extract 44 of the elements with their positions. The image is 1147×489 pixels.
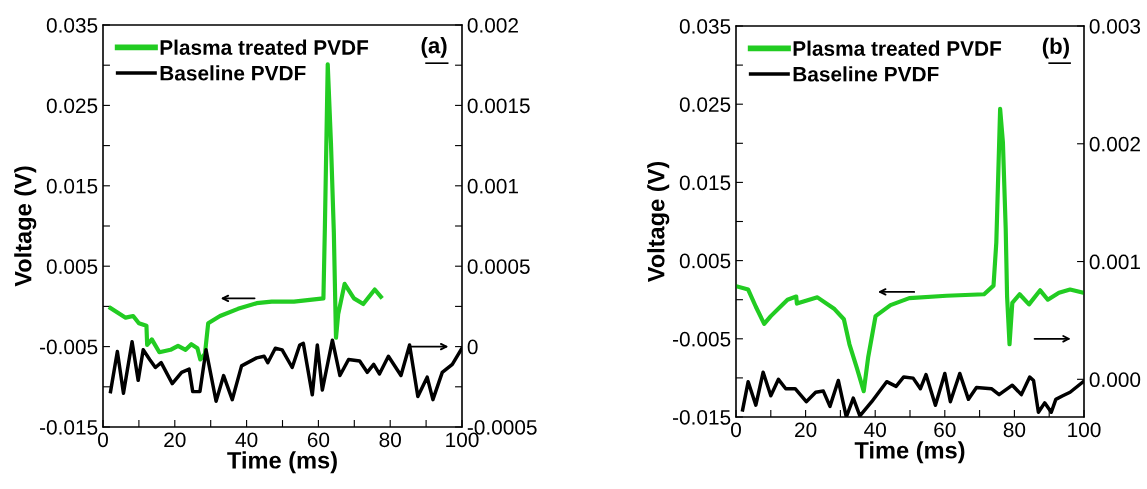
x-tick-label: 40 bbox=[864, 422, 886, 438]
x-axis-title: Time (ms) bbox=[854, 441, 965, 464]
line-series bbox=[108, 62, 383, 362]
y-tick-label: -0.005 bbox=[673, 331, 731, 347]
y2-tick-label: 0.000 bbox=[1089, 372, 1141, 388]
y-tick-label: 0.035 bbox=[679, 19, 731, 34]
y2-tick-label: 0.0015 bbox=[467, 98, 530, 114]
y-tick-label: 0.015 bbox=[679, 175, 731, 191]
x-tick-label: 80 bbox=[379, 432, 401, 448]
legend-label: Plasma treated PVDF bbox=[160, 39, 369, 55]
line-series bbox=[736, 106, 1084, 394]
x-tick-label: 60 bbox=[934, 422, 956, 438]
x-tick-label: 60 bbox=[307, 432, 330, 448]
x-tick-label: 0 bbox=[98, 432, 108, 448]
x-tick-label: 0 bbox=[731, 422, 741, 438]
y2-tick-label: 0.003 bbox=[1089, 19, 1141, 34]
annotation: (b) bbox=[1042, 37, 1069, 59]
y-axis-title: Voltage (V) bbox=[647, 161, 670, 283]
y-tick-label: 0.005 bbox=[679, 253, 731, 269]
x-tick-label: 80 bbox=[1003, 422, 1026, 438]
y2-tick-label: 0.001 bbox=[467, 178, 518, 194]
y-tick-label: -0.015 bbox=[673, 410, 731, 425]
y2-tick-label: 0.0005 bbox=[467, 259, 530, 274]
legend-label: Plasma treated PVDF bbox=[793, 40, 1002, 56]
y-tick-label: 0.025 bbox=[679, 97, 731, 112]
x-tick-label: 40 bbox=[235, 432, 258, 448]
legend-label: Baseline PVDF bbox=[793, 66, 939, 82]
y2-tick-label: 0.002 bbox=[1089, 136, 1140, 152]
annotation: (a) bbox=[421, 37, 447, 58]
y-tick-label: 0.035 bbox=[46, 18, 98, 33]
x-axis-title: Time (ms) bbox=[227, 451, 337, 474]
y2-tick-label: 0 bbox=[467, 339, 478, 355]
y2-tick-label: 0.002 bbox=[467, 18, 518, 33]
y-axis-title: Voltage (V) bbox=[14, 166, 37, 287]
x-tick-label: 100 bbox=[1068, 422, 1101, 438]
y-tick-label: 0.005 bbox=[46, 259, 98, 274]
y-tick-label: -0.005 bbox=[40, 339, 98, 355]
y-tick-label: 0.025 bbox=[46, 98, 98, 114]
x-tick-label: 20 bbox=[795, 422, 817, 438]
y-tick-label: 0.015 bbox=[46, 178, 98, 194]
y-tick-label: -0.015 bbox=[40, 420, 98, 435]
y2-tick-label: 0.001 bbox=[1089, 254, 1140, 270]
legend-label: Baseline PVDF bbox=[160, 65, 306, 81]
x-tick-label: 20 bbox=[164, 432, 186, 448]
